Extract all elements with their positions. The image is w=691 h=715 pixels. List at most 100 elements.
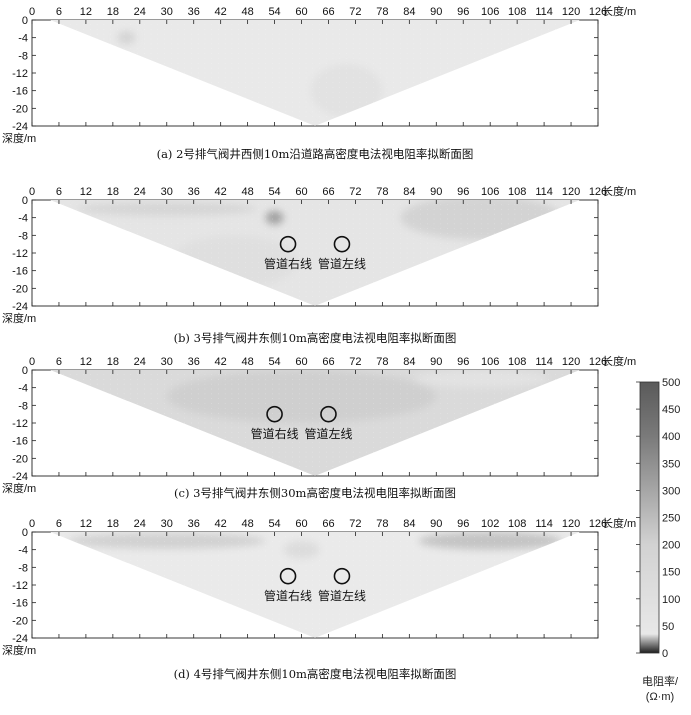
measurement-point [63, 374, 64, 375]
measurement-point [359, 208, 361, 210]
measurement-point [399, 412, 401, 414]
measurement-point [426, 38, 428, 40]
measurement-point [110, 43, 111, 45]
measurement-point [278, 252, 280, 254]
measurement-point [285, 82, 287, 84]
measurement-point [474, 393, 475, 395]
measurement-point [373, 437, 374, 438]
measurement-point [359, 43, 361, 45]
measurement-point [359, 213, 361, 215]
measurement-point [359, 33, 361, 35]
measurement-point [346, 242, 347, 244]
measurement-point [143, 388, 145, 390]
measurement-point [150, 43, 152, 45]
measurement-point [292, 417, 293, 419]
measurement-point [494, 48, 496, 50]
measurement-point [420, 417, 421, 419]
measurement-point [110, 223, 111, 225]
measurement-point [346, 383, 347, 385]
measurement-point [231, 218, 233, 220]
measurement-point [157, 43, 159, 45]
measurement-point [325, 247, 327, 249]
measurement-point [447, 383, 448, 385]
measurement-point [150, 38, 152, 40]
measurement-point [305, 301, 307, 302]
measurement-point [373, 67, 374, 69]
measurement-point [231, 417, 233, 419]
measurement-point [359, 442, 361, 443]
measurement-point [373, 101, 374, 103]
measurement-point [319, 87, 320, 88]
measurement-point [251, 398, 253, 400]
measurement-point [292, 92, 293, 93]
measurement-point [69, 24, 71, 25]
measurement-point [305, 121, 307, 122]
measurement-point [453, 43, 455, 45]
measurement-point [460, 213, 462, 215]
measurement-point [278, 442, 280, 443]
measurement-point [379, 272, 381, 273]
measurement-point [170, 208, 172, 210]
measurement-point [298, 456, 300, 458]
measurement-point [224, 393, 226, 395]
measurement-point [501, 393, 502, 395]
measurement-point [325, 38, 327, 40]
measurement-point [245, 374, 246, 375]
measurement-point [406, 28, 408, 30]
measurement-point [393, 87, 394, 88]
measurement-point [164, 53, 165, 54]
measurement-point [433, 422, 435, 424]
resistivity-anomaly [413, 370, 549, 388]
measurement-point [218, 48, 219, 50]
measurement-point [245, 92, 246, 93]
measurement-point [325, 238, 327, 239]
measurement-point [238, 77, 239, 79]
measurement-point [534, 374, 536, 375]
measurement-point [460, 43, 462, 45]
measurement-point [501, 43, 502, 45]
measurement-point [197, 408, 199, 409]
measurement-point [265, 272, 266, 273]
measurement-point [245, 33, 246, 35]
measurement-point [285, 72, 287, 74]
measurement-point [332, 101, 334, 103]
measurement-point [480, 408, 482, 409]
measurement-point [312, 223, 314, 225]
measurement-point [157, 218, 159, 220]
y-tick-label: -24 [12, 301, 28, 313]
measurement-point [245, 383, 246, 385]
measurement-point [271, 432, 273, 434]
measurement-point [494, 43, 496, 45]
measurement-point [420, 228, 421, 230]
measurement-point [218, 417, 219, 419]
measurement-point [494, 53, 496, 54]
measurement-point [298, 291, 300, 293]
measurement-point [292, 24, 293, 25]
measurement-point [406, 422, 408, 424]
measurement-point [258, 208, 260, 210]
measurement-point [231, 252, 233, 254]
measurement-point [211, 257, 213, 259]
measurement-point [352, 408, 354, 409]
measurement-point [204, 72, 206, 74]
measurement-point [541, 208, 543, 210]
measurement-point [251, 262, 253, 264]
measurement-point [251, 437, 253, 438]
measurement-point [447, 408, 448, 409]
measurement-point [271, 412, 273, 414]
measurement-point [238, 208, 239, 210]
measurement-point [447, 378, 448, 380]
measurement-point [332, 291, 334, 293]
measurement-point [366, 257, 368, 259]
measurement-point [453, 378, 455, 380]
measurement-point [292, 291, 293, 293]
measurement-point [447, 247, 448, 249]
measurement-point [110, 33, 111, 35]
measurement-point [143, 24, 145, 25]
measurement-point [325, 204, 327, 205]
measurement-point [359, 446, 361, 448]
measurement-point [312, 101, 314, 103]
measurement-point [332, 213, 334, 215]
measurement-point [245, 247, 246, 249]
measurement-point [420, 403, 421, 404]
